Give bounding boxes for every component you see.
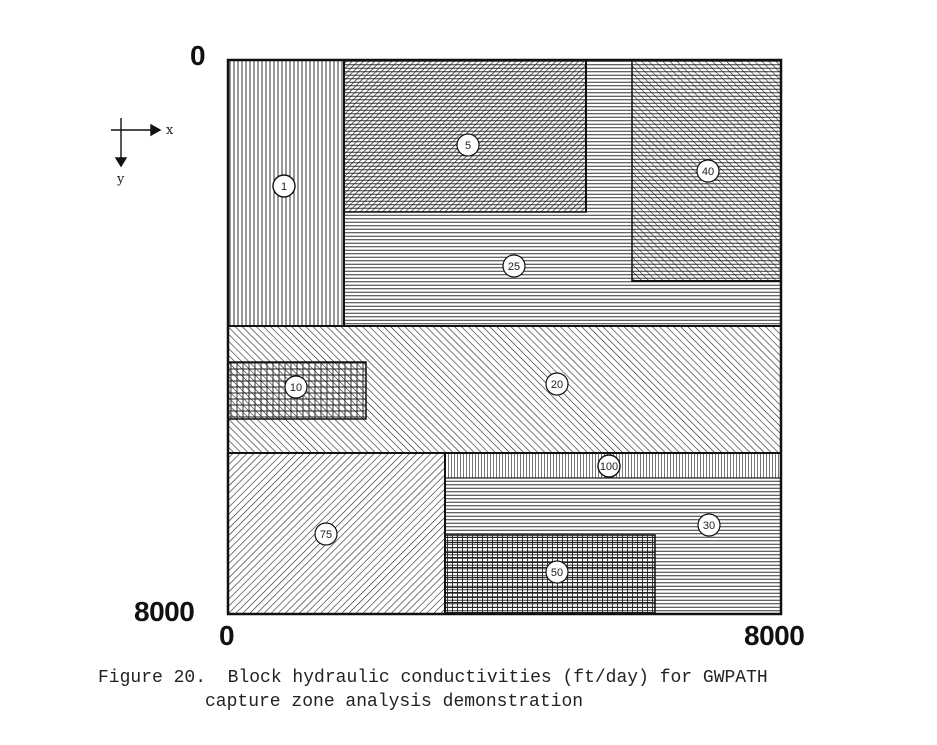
- zone-label-40: 40: [696, 159, 720, 183]
- zone-label-text: 25: [508, 261, 520, 273]
- zone-label-25: 25: [502, 254, 526, 278]
- zone-label-20: 20: [545, 372, 569, 396]
- zone-label-text: 50: [551, 567, 563, 579]
- zone-label-text: 5: [465, 140, 471, 152]
- orientation-axes-icon: [111, 118, 162, 168]
- caption-line-1: Figure 20. Block hydraulic conductivitie…: [98, 668, 768, 688]
- zone-label-text: 10: [290, 382, 302, 394]
- conductivity-block-diagram: 1 5 25 40 20 10 75 100: [111, 58, 783, 616]
- x-axis-letter: x: [166, 123, 174, 138]
- y-axis-letter: y: [116, 172, 125, 187]
- x-min-label: 0: [219, 620, 235, 651]
- zone-label-text: 1: [281, 181, 287, 193]
- zone-label-text: 30: [703, 520, 715, 532]
- y-max-label: 8000: [134, 596, 195, 627]
- model-domain-outline: [226, 58, 783, 616]
- zone-label-75: 75: [314, 522, 338, 546]
- zone-label-50: 50: [545, 560, 569, 584]
- zone-label-10: 10: [284, 375, 308, 399]
- zone-label-text: 40: [702, 166, 714, 178]
- zone-label-5: 5: [456, 133, 480, 157]
- zone-label-text: 20: [551, 379, 563, 391]
- zone-10-block: [227, 361, 367, 420]
- x-max-label: 8000: [744, 620, 805, 651]
- zone-label-text: 100: [600, 461, 618, 473]
- zone-label-text: 75: [320, 529, 332, 541]
- zone-label-100: 100: [597, 454, 621, 478]
- zone-label-1: 1: [272, 174, 296, 198]
- zone-5-block: [343, 59, 587, 213]
- zone-boundaries: [228, 60, 781, 614]
- origin-top-label: 0: [190, 40, 206, 71]
- caption-line-2: capture zone analysis demonstration: [205, 692, 584, 712]
- zone-label-30: 30: [697, 513, 721, 537]
